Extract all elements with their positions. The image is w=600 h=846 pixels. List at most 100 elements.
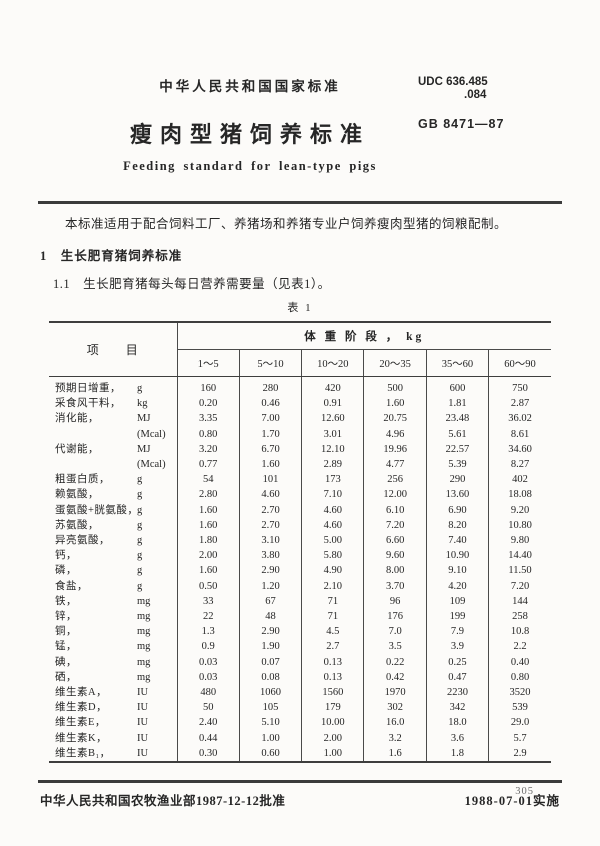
table-cell: 179 [301,700,364,716]
table-cell: 402 [488,472,551,488]
table-cell: 0.13 [301,654,364,670]
table-cell: 5.39 [425,457,489,473]
table-cell: 4.77 [363,457,427,473]
table-cell: 3520 [488,685,551,701]
nutrition-requirements-table: 项 目 体 重 阶 段 ， kg 1～5 5～10 10～20 20～35 35… [49,321,551,764]
table-cell: 480 [200,687,217,699]
table-row: 锰， mg 0.9 1.90 2.7 3.5 3.9 2.2 [49,639,551,655]
table-cell: 0.30 [199,747,218,759]
item-label-cell: 锌， mg [49,609,178,625]
table-cell: 5.10 [238,715,302,731]
udc-number-line1: UDC 636.485 [418,76,488,88]
table-cell: 0.50 [199,580,218,592]
table-cell: 4.60 [238,487,302,503]
table-cell: 9.60 [363,548,427,564]
table-cell: 0.9 [201,641,215,653]
national-standard-label: 中华人民共和国国家标准 [159,79,341,94]
table-cell: 2.7 [301,639,364,655]
implementation-date: 1988-07-01实施 [464,793,560,808]
table-cell: 14.40 [488,548,551,564]
table-cell: 500 [363,376,427,397]
item-label: 异亮氨酸， [55,535,110,547]
table-cell: 144 [488,593,551,610]
table-cell: 1.6 [363,745,427,763]
table-row: 锌， mg 22 48 71 176 199 258 [49,609,551,625]
table-cell: 7.20 [488,578,551,594]
table-cell: 8.20 [425,517,489,534]
item-label-cell: 维生素K， IU [49,730,178,746]
item-label-cell: 维生素D， IU [49,700,178,716]
item-label-cell: 维生素E， IU [49,715,178,731]
standard-identifiers: UDC 636.485 .084 GB 8471—87 [418,76,504,131]
item-label: 赖氨酸， [55,489,99,501]
item-label: 碘， [55,656,77,668]
table-cell: 2.00 [199,550,218,562]
table-cell: 3.70 [363,578,427,594]
footer-rule [38,780,562,783]
table-row: 碘， mg 0.03 0.07 0.13 0.22 0.25 0.40 [49,654,551,670]
table-row: 采食风干料， kg 0.20 0.46 0.91 1.60 1.81 2.87 [49,396,551,412]
table-cell: 3.80 [238,548,302,564]
table-row: 钙， g 2.00 3.80 5.80 9.60 10.90 14.40 [49,548,551,564]
table-cell: 12.10 [301,441,364,458]
table-cell: 2.80 [199,489,218,501]
table-cell: 0.91 [301,396,364,412]
table-cell: 420 [301,376,364,397]
table-cell: 0.44 [199,732,218,744]
table-cell: 0.22 [363,654,427,670]
table-cell: 9.20 [488,502,551,518]
udc-number-line2: .084 [464,89,487,101]
item-label: 钙， [55,550,77,562]
item-column-header: 项 目 [49,322,178,377]
item-label: 锰， [55,641,77,653]
table-cell: 160 [200,383,217,394]
table-cell: 1060 [238,685,302,701]
table-cell: 29.0 [488,715,551,731]
item-unit: g [137,383,143,394]
table-cell: 0.07 [238,654,302,670]
table-cell: 0.80 [199,428,218,440]
item-label: 粗蛋白质， [55,474,110,486]
item-label: 铁， [55,595,77,607]
table-cell: 71 [301,593,364,610]
item-label: 维生素B₁， [55,747,111,759]
table-cell: 2230 [425,685,489,701]
table-cell: 2.90 [238,563,302,579]
item-label-cell: 食盐， g [49,578,178,594]
item-label-cell: 磷， g [49,563,178,579]
item-unit: g [137,519,143,531]
table-cell: 0.13 [301,669,364,686]
table-cell: 12.60 [301,411,364,427]
table-cell: 12.00 [363,487,427,503]
item-label: 维生素A， [55,687,108,699]
table-row: (Mcal) 0.77 1.60 2.89 4.77 5.39 8.27 [49,457,551,473]
table-body: 预期日增重， g 160 280 420 500 600 750 采食风干料， kg 0.20 0.4… [49,376,551,763]
item-label-cell: 消化能， MJ [49,411,178,427]
table-cell: 1.70 [238,426,302,442]
table-cell: 34.60 [488,441,551,458]
weight-stage-header: 体 重 阶 段 ， kg [177,322,551,350]
weight-column-header: 20～35 [363,349,427,377]
document-title: 瘦肉型猪饲养标准 [129,122,370,147]
table-cell: 4.20 [425,578,489,594]
table-cell: 10.00 [301,715,364,731]
table-cell: 2.70 [238,517,302,534]
item-label-cell: 预期日增重， g [49,376,178,397]
table-caption: 表 1 [287,302,313,314]
table-cell: 6.90 [425,502,489,518]
item-label: 维生素K， [55,732,108,744]
item-unit: (Mcal) [137,459,166,471]
table-cell: 176 [363,609,427,625]
item-label-cell: 维生素B₁， IU [49,745,178,763]
table-cell: 7.9 [425,624,489,640]
table-row: 消化能， MJ 3.35 7.00 12.60 20.75 23.48 36.02 [49,411,551,427]
table-cell: 36.02 [488,411,551,427]
table-cell: 0.03 [199,671,218,683]
table-cell: 67 [238,593,302,610]
table-cell: 2.00 [301,730,364,746]
table-cell: 1.60 [199,565,218,577]
table-cell: 280 [238,376,302,397]
table-cell: 19.96 [363,441,427,458]
table-row: 维生素B₁， IU 0.30 0.60 1.00 1.6 1.8 2.9 [49,745,551,763]
table-cell: 4.60 [301,502,364,518]
